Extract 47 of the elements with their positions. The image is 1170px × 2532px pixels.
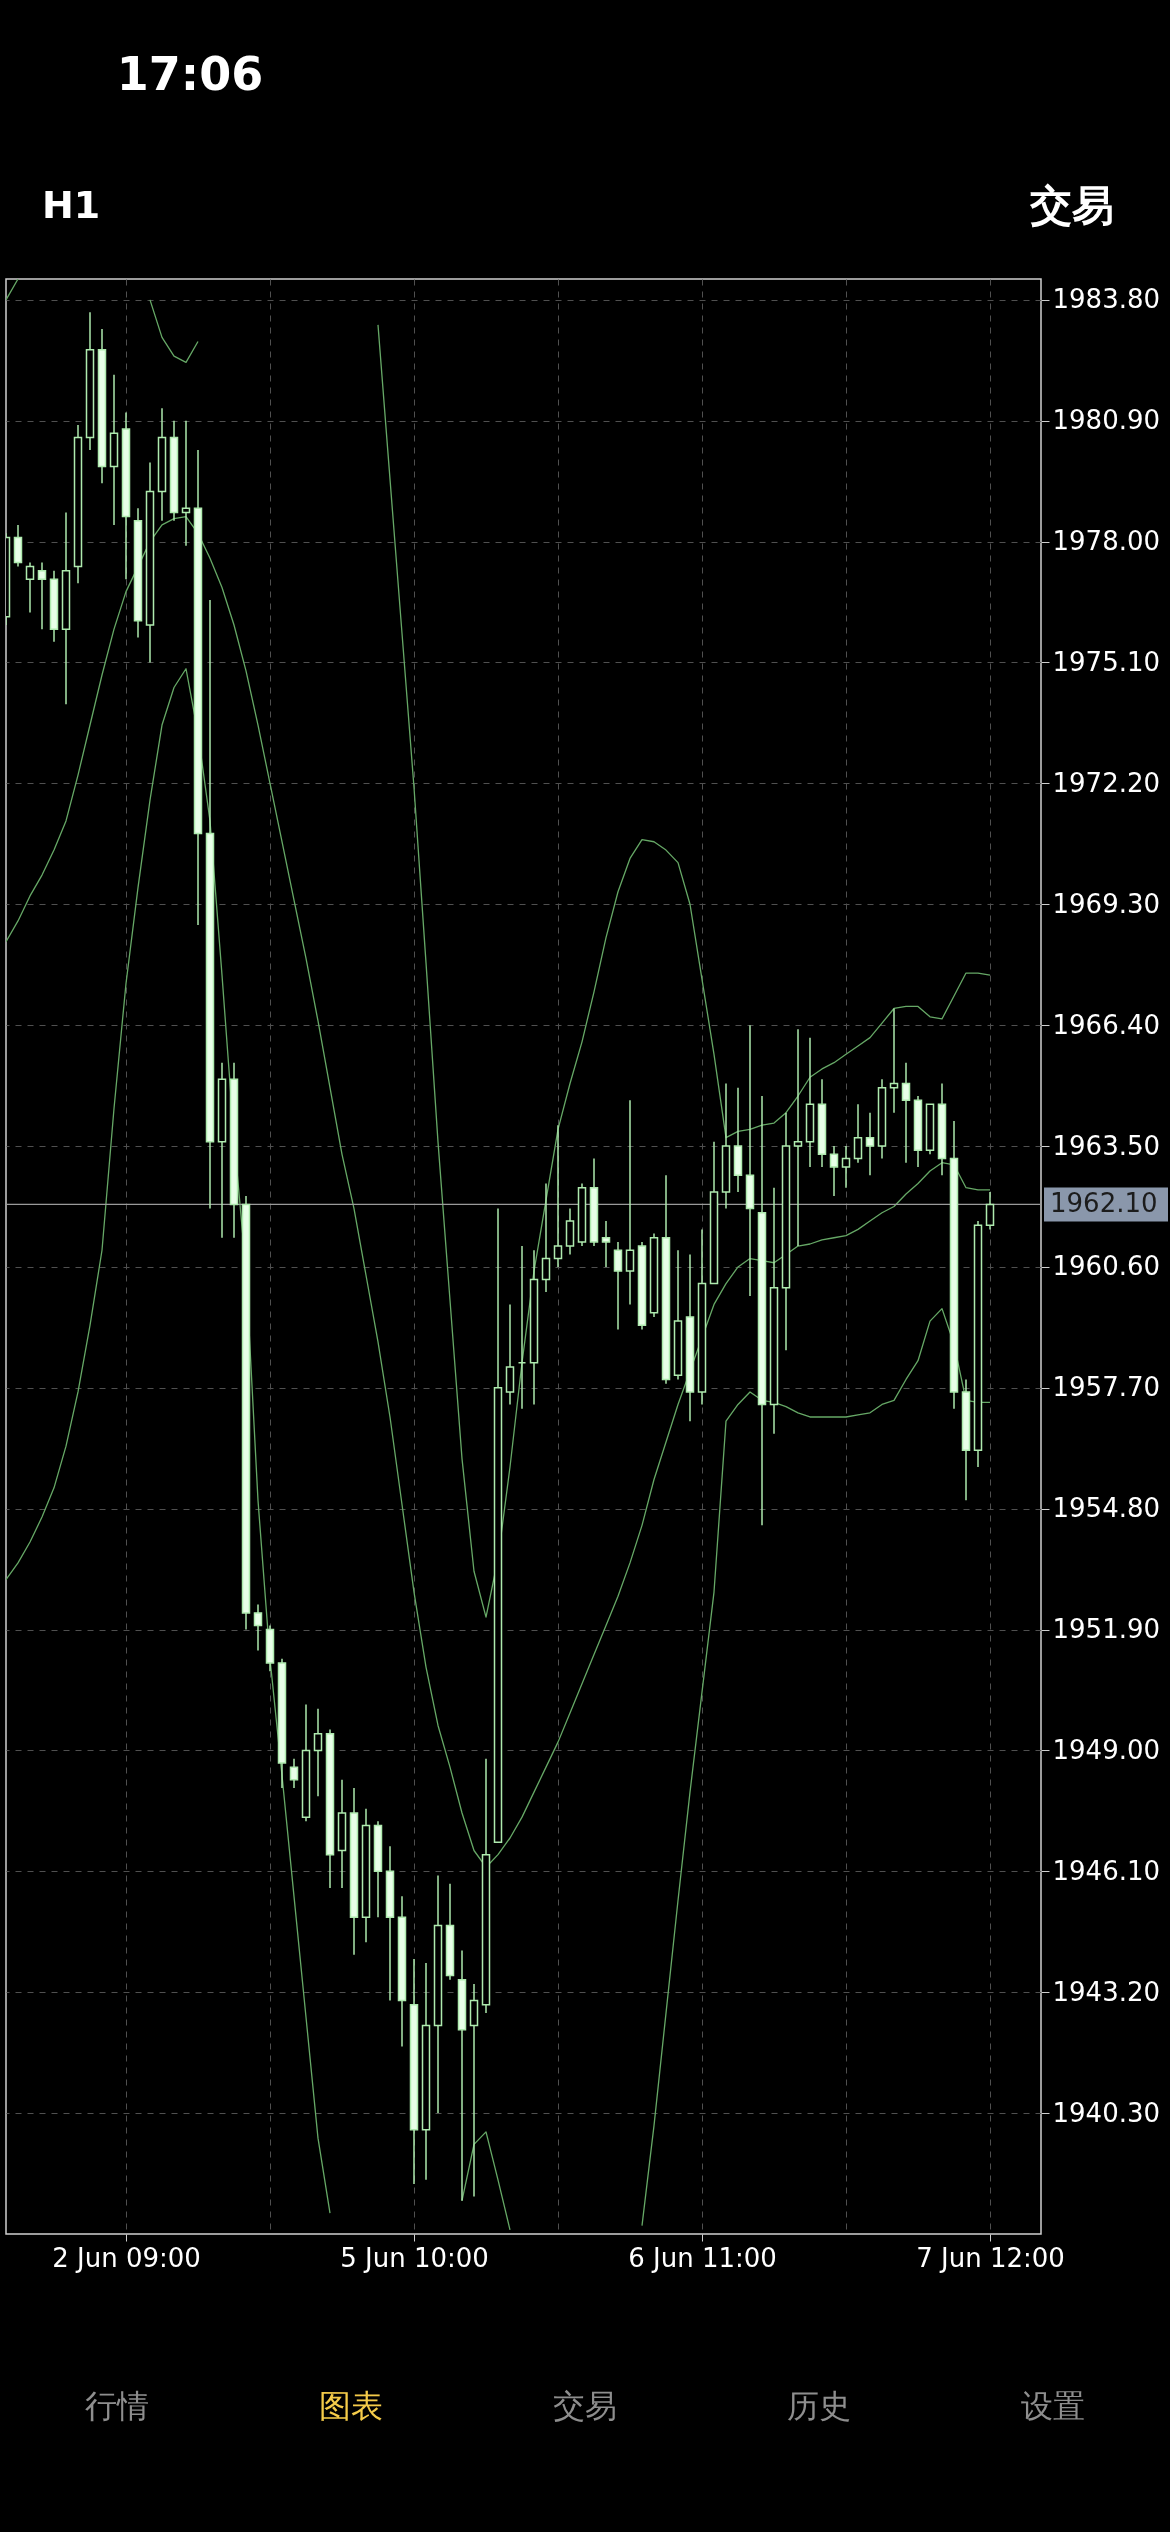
candlestick [25, 561, 35, 614]
text: 交易 [1029, 181, 1114, 230]
candlestick [829, 1145, 839, 1197]
x-tick-label: 2 Jun 09:00 [52, 2242, 201, 2273]
text: 17:06 [116, 47, 264, 101]
candlestick [613, 1241, 623, 1331]
candlestick [841, 1145, 851, 1189]
y-tick-label: 1969.30 [1052, 888, 1161, 919]
text: 设置 [1021, 2387, 1085, 2425]
y-tick-label: 1954.80 [1052, 1493, 1161, 1524]
text: H1 [41, 183, 101, 227]
x-tick-label: 7 Jun 12:00 [916, 2242, 1065, 2273]
text: 交易 [553, 2387, 617, 2425]
candlestick [901, 1061, 911, 1164]
y-tick-label: 1943.20 [1052, 1976, 1161, 2007]
y-tick-label: 1957.70 [1052, 1372, 1161, 1403]
candlestick [289, 1758, 299, 1789]
candlestick [853, 1103, 863, 1164]
candlestick [865, 1111, 875, 1176]
candlestick [553, 1124, 563, 1268]
y-tick-label: 1960.60 [1052, 1251, 1161, 1282]
x-tick-label: 5 Jun 10:00 [340, 2242, 489, 2273]
y-tick-label: 1963.50 [1052, 1130, 1161, 1161]
candlestick [601, 1220, 611, 1268]
y-tick-label: 1980.90 [1052, 405, 1161, 436]
candlestick [37, 561, 47, 630]
y-tick-label: 1946.10 [1052, 1855, 1161, 1886]
y-tick-label: 1975.10 [1052, 647, 1161, 677]
candlestick [793, 1028, 803, 1247]
y-tick-label: 1951.90 [1052, 1614, 1161, 1645]
candlestick [253, 1603, 263, 1652]
text: 行情 [85, 2387, 149, 2425]
candlestick [469, 1983, 479, 2198]
candlestick [985, 1191, 995, 1231]
x-tick-label: 6 Jun 11:00 [628, 2242, 777, 2273]
y-tick-label: 1978.00 [1052, 526, 1161, 557]
candlestick [313, 1708, 323, 1798]
text: 图表 [319, 2387, 383, 2425]
ref-line-label: 1962.10 [1050, 1188, 1158, 1219]
candlestick [625, 1099, 635, 1306]
y-tick-label: 1972.20 [1052, 767, 1161, 798]
text: 历史 [787, 2387, 851, 2425]
candlestick [541, 1182, 551, 1293]
y-tick-label: 1940.30 [1052, 2097, 1161, 2128]
y-tick-label: 1949.00 [1052, 1734, 1161, 1765]
y-tick-label: 1983.80 [1052, 284, 1161, 315]
y-tick-label: 1966.40 [1052, 1009, 1161, 1040]
